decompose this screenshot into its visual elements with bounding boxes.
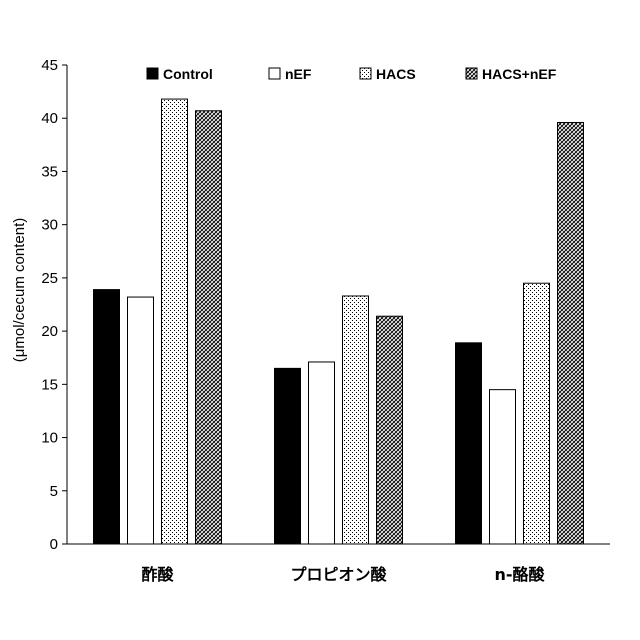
y-tick-label: 0 bbox=[50, 536, 58, 553]
y-tick-label: 35 bbox=[41, 163, 58, 180]
legend-swatch-nef bbox=[269, 68, 280, 79]
y-tick-label: 5 bbox=[50, 483, 58, 500]
y-axis-label: (μmol/cecum content) bbox=[11, 218, 28, 363]
plot-area: 0 5 10 15 20 25 30 35 40 45 酢酸 プロピオン酸 n-酪酸 bbox=[41, 57, 610, 584]
bar-control-1 bbox=[275, 368, 301, 544]
legend-swatch-hacs bbox=[360, 68, 371, 79]
y-tick-label: 25 bbox=[41, 270, 58, 287]
legend-swatch-hacs-nef bbox=[466, 68, 477, 79]
y-tick-label: 20 bbox=[41, 323, 58, 340]
legend-label-hacs: HACS bbox=[376, 66, 416, 82]
bar-hacs-0 bbox=[162, 99, 188, 544]
legend-label-hacs-nef: HACS+nEF bbox=[482, 66, 557, 82]
bar-hacs-nef-0 bbox=[196, 111, 222, 544]
legend-label-nef: nEF bbox=[285, 66, 312, 82]
bar-hacs-1 bbox=[343, 296, 369, 544]
y-tick-label: 10 bbox=[41, 430, 58, 447]
x-category-label: プロピオン酸 bbox=[290, 565, 387, 584]
bar-nef-2 bbox=[490, 390, 516, 544]
legend-swatch-control bbox=[147, 68, 158, 79]
legend-label-control: Control bbox=[163, 66, 213, 82]
y-tick-label: 15 bbox=[41, 376, 58, 393]
bar-control-2 bbox=[456, 343, 482, 544]
y-tick-label: 30 bbox=[41, 217, 58, 234]
legend: Control nEF HACS HACS+nEF bbox=[147, 66, 557, 82]
bar-control-0 bbox=[94, 290, 120, 544]
bar-hacs-2 bbox=[524, 283, 550, 544]
x-category-label: n-酪酸 bbox=[494, 565, 545, 584]
bar-nef-0 bbox=[128, 297, 154, 544]
y-tick-label: 40 bbox=[41, 110, 58, 127]
bar-hacs-nef-1 bbox=[377, 316, 403, 544]
x-category-label: 酢酸 bbox=[141, 565, 174, 584]
bar-nef-1 bbox=[309, 362, 335, 544]
y-tick-label: 45 bbox=[41, 57, 58, 74]
bar-hacs-nef-2 bbox=[558, 122, 584, 544]
